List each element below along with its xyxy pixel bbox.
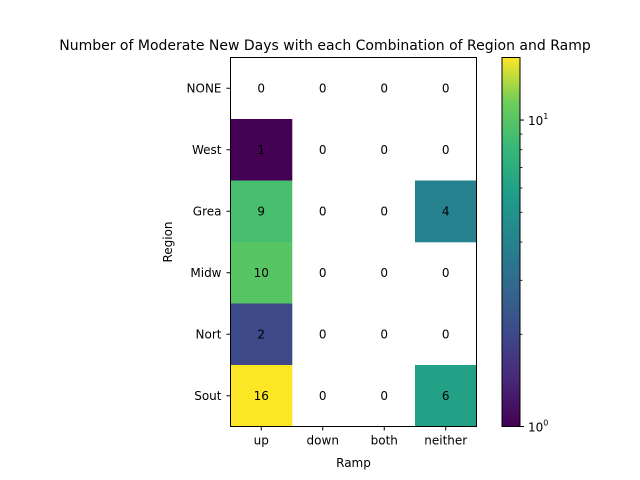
cell-value-label: 9	[257, 204, 265, 218]
x-axis-ticks: up down both neither	[254, 426, 467, 448]
cell-value-label: 4	[442, 204, 450, 218]
chart-title: Number of Moderate New Days with each Co…	[59, 38, 591, 54]
y-axis-label: Region	[161, 221, 175, 262]
heatmap-cell	[230, 119, 293, 181]
x-axis-label: Ramp	[336, 456, 371, 470]
cell-value-label: 0	[380, 389, 388, 403]
y-tick-label: Sout	[194, 389, 222, 403]
cell-value-label: 16	[254, 389, 269, 403]
cell-value-label: 6	[442, 389, 450, 403]
y-axis-ticks: NONE West Grea Midw Nort Sout	[187, 81, 231, 403]
cell-value-label: 1	[257, 143, 265, 157]
cell-value-label: 0	[257, 81, 265, 95]
x-tick-label: down	[307, 434, 339, 448]
cell-value-label: 0	[319, 389, 327, 403]
heatmap-cell	[415, 180, 477, 243]
plot-frame	[230, 57, 477, 427]
cell-value-label: 0	[319, 327, 327, 341]
y-tick-label: Midw	[190, 266, 221, 280]
heatmap-cell	[230, 365, 293, 427]
cell-value-label: 0	[380, 81, 388, 95]
y-tick-label: Nort	[196, 327, 222, 341]
x-tick-label: up	[254, 434, 269, 448]
heatmap-cell	[415, 365, 477, 427]
cell-value-label: 0	[319, 81, 327, 95]
cell-value-label: 0	[380, 327, 388, 341]
cell-value-label: 0	[442, 143, 450, 157]
heatmap-cell	[230, 303, 293, 366]
cell-labels: 0 0 0 01 0 0 09 0 0 410 0 0 02 0 0 016 0 0 6	[254, 81, 450, 403]
cell-value-label: 0	[319, 266, 327, 280]
x-tick-label: both	[371, 434, 398, 448]
cell-value-label: 0	[442, 327, 450, 341]
cell-value-label: 0	[380, 204, 388, 218]
heatmap-cell	[230, 242, 293, 304]
x-tick-label: neither	[424, 434, 467, 448]
cell-value-label: 0	[319, 204, 327, 218]
heatmap-cell	[230, 180, 293, 243]
cell-value-label: 2	[257, 327, 265, 341]
y-tick-label: NONE	[187, 81, 222, 95]
cell-value-label: 0	[442, 81, 450, 95]
cell-value-label: 0	[319, 143, 327, 157]
heatmap-cells	[230, 119, 477, 427]
cell-value-label: 10	[254, 266, 269, 280]
y-tick-label: Grea	[193, 204, 222, 218]
cell-value-label: 0	[442, 266, 450, 280]
y-tick-label: West	[192, 143, 222, 157]
colorbar	[502, 57, 520, 427]
cell-value-label: 0	[380, 143, 388, 157]
cell-value-label: 0	[380, 266, 388, 280]
